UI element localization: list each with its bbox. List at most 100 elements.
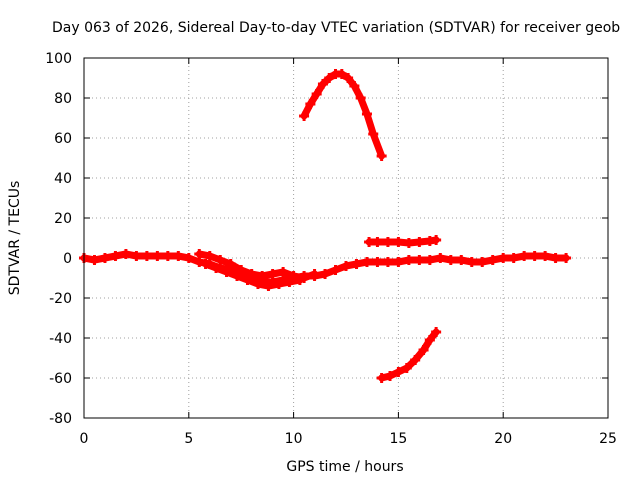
y-axis-label: SDTVAR / TECUs [7, 181, 23, 296]
x-axis-label: GPS time / hours [286, 459, 403, 475]
data-point [99, 253, 110, 263]
data-point [215, 255, 226, 265]
data-point [382, 237, 393, 247]
data-point [204, 251, 215, 261]
data-point [401, 363, 412, 373]
data-point [309, 269, 320, 279]
data-point [540, 251, 551, 261]
data-point [376, 151, 387, 161]
data-point [403, 238, 414, 248]
data-point [341, 261, 351, 271]
data-point [403, 255, 414, 265]
y-tick-label: 100 [45, 51, 72, 67]
data-point [456, 255, 467, 265]
data-point [252, 279, 263, 289]
x-tick-label: 0 [80, 431, 89, 447]
data-point [431, 235, 442, 245]
data-point [410, 355, 421, 365]
y-tick-label: 80 [54, 91, 72, 107]
data-point [445, 255, 456, 265]
data-point [232, 271, 243, 281]
data-point [424, 255, 435, 265]
series-arc-negative-offset [376, 327, 442, 383]
data-point [120, 249, 131, 259]
series-arc-positive-offset [364, 235, 442, 248]
data-point [194, 249, 205, 259]
grid [84, 58, 608, 418]
data-point [361, 109, 372, 119]
data-point [152, 251, 163, 261]
data-point [173, 251, 184, 261]
series-arc-main-low [200, 259, 305, 291]
data-point [221, 267, 232, 277]
x-tick-label: 20 [494, 431, 512, 447]
data-point [550, 253, 561, 263]
series-arc-main-branch [194, 249, 320, 283]
x-tick-label: 25 [599, 431, 617, 447]
data-point [267, 269, 278, 279]
data-point [162, 251, 173, 261]
data-point [246, 269, 257, 279]
data-point [372, 237, 383, 247]
data-point [376, 373, 387, 383]
data-point [529, 251, 540, 261]
data-point [305, 99, 316, 109]
data-point [431, 327, 442, 337]
data-point [257, 271, 268, 281]
data-point [477, 257, 488, 267]
data-point [393, 367, 404, 377]
data-point [183, 253, 194, 263]
y-tick-label: -20 [49, 291, 72, 307]
data-point [317, 79, 328, 89]
series-arc-peak [299, 69, 387, 161]
series-layer [79, 69, 572, 383]
series-line [202, 260, 304, 290]
ticks: 0 5 10 15 20 25 -80 -60 -40 -20 0 20 40 60 80 100 [45, 51, 617, 447]
data-point [299, 111, 310, 121]
series-arc-main-late [351, 251, 572, 269]
data-point [424, 335, 435, 345]
data-point [368, 129, 379, 139]
data-point [110, 251, 121, 261]
data-point [351, 259, 362, 269]
y-tick-label: 40 [54, 171, 72, 187]
data-point [343, 73, 354, 83]
data-point [284, 277, 295, 287]
data-point [414, 237, 425, 247]
y-tick-label: 20 [54, 211, 72, 227]
x-tick-label: 15 [389, 431, 407, 447]
data-point [435, 253, 446, 263]
y-tick-label: -60 [49, 371, 72, 387]
data-point [273, 279, 284, 289]
data-point [364, 237, 375, 247]
data-point [278, 267, 289, 277]
plot-frame [83, 57, 609, 419]
data-point [466, 257, 477, 267]
data-point [508, 253, 519, 263]
data-point [330, 265, 341, 275]
data-point [336, 69, 347, 79]
x-tick-label: 5 [184, 431, 193, 447]
data-point [311, 89, 322, 99]
data-point [372, 257, 383, 267]
data-point [355, 93, 366, 103]
y-tick-label: 60 [54, 131, 72, 147]
data-point [418, 345, 429, 355]
data-point [324, 73, 335, 83]
y-tick-label: -40 [49, 331, 72, 347]
x-tick-label: 10 [285, 431, 303, 447]
data-point [131, 251, 142, 261]
data-point [294, 275, 305, 285]
data-point [236, 265, 247, 275]
data-point [361, 257, 372, 267]
data-point [141, 251, 152, 261]
data-point [225, 259, 236, 269]
data-point [211, 263, 222, 273]
data-point [414, 255, 425, 265]
data-point [519, 251, 530, 261]
y-tick-label: 0 [63, 251, 72, 267]
data-point [382, 257, 393, 267]
data-point [393, 257, 404, 267]
data-point [89, 255, 100, 265]
